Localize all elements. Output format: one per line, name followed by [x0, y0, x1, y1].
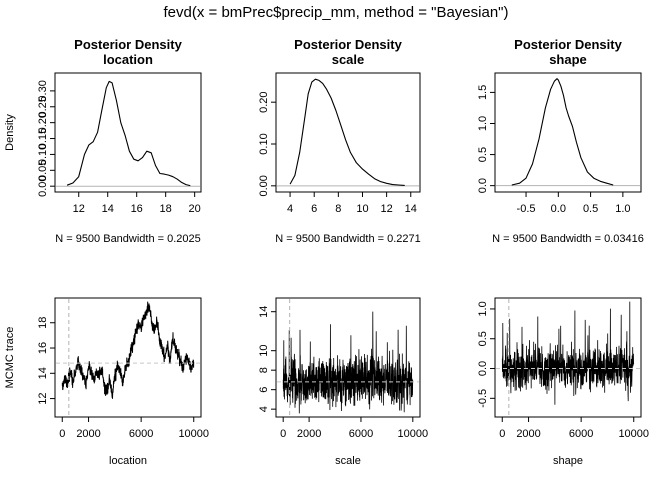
y-tick-label: 0.05 — [37, 160, 49, 181]
figure-title: fevd(x = bmPrec$precip_mm, method = "Bay… — [164, 4, 509, 21]
panel-title: Posterior Density — [294, 37, 402, 52]
panel-subtitle: location — [103, 52, 153, 67]
x-tick-label: 6 — [311, 203, 317, 215]
y-tick-label: 0.20 — [258, 91, 270, 112]
y-tick-label: 1.0 — [477, 116, 489, 131]
x-tick-label: 2000 — [297, 428, 321, 440]
panel-frame — [54, 72, 202, 193]
x-tick-label: 14 — [405, 203, 417, 215]
x-tick-label: 20 — [189, 203, 201, 215]
y-tick-label: 0.10 — [258, 133, 270, 154]
x-tick-label: 0.5 — [583, 203, 598, 215]
y-tick-label: 6 — [258, 387, 270, 393]
y-tick-label: 8 — [258, 367, 270, 373]
x-tick-label: 6000 — [349, 428, 373, 440]
y-tick-label: 4 — [258, 406, 270, 412]
panel-subtitle: shape — [549, 52, 587, 67]
x-tick-label: 10 — [356, 203, 368, 215]
y-tick-label: 0.15 — [37, 128, 49, 149]
y-axis-label: MCMC trace — [4, 327, 16, 389]
y-tick-label: 0.10 — [37, 144, 49, 165]
y-tick-label: 12 — [37, 392, 49, 404]
y-tick-label: 16 — [37, 342, 49, 354]
y-tick-label: 0.5 — [477, 331, 489, 346]
y-tick-label: 1.0 — [477, 301, 489, 316]
y-tick-label: 0.30 — [37, 80, 49, 101]
panel-frame — [494, 72, 642, 193]
x-axis-label: N = 9500 Bandwidth = 0.03416 — [492, 233, 644, 245]
y-tick-label: 0.0 — [477, 178, 489, 193]
y-tick-label: 10 — [258, 345, 270, 357]
density-curve — [289, 78, 405, 186]
x-tick-label: 18 — [160, 203, 172, 215]
x-tick-label: 8 — [335, 203, 341, 215]
panel-title: Posterior Density — [74, 37, 182, 52]
y-tick-label: -0.5 — [477, 389, 489, 408]
y-tick-label: 0.00 — [258, 175, 270, 196]
x-tick-label: 0 — [280, 428, 286, 440]
y-tick-label: 0.00 — [37, 175, 49, 196]
trace-line — [61, 301, 195, 399]
x-tick-label: 6000 — [569, 428, 593, 440]
x-tick-label: 12 — [380, 203, 392, 215]
y-axis-label: Density — [4, 114, 16, 151]
x-tick-label: 2000 — [516, 428, 540, 440]
panel-subtitle: scale — [332, 52, 365, 67]
density-curve — [66, 80, 191, 187]
x-axis-label: N = 9500 Bandwidth = 0.2025 — [55, 233, 201, 245]
x-axis-label: scale — [335, 455, 361, 467]
y-tick-label: 0.25 — [37, 96, 49, 117]
panel-frame — [275, 72, 421, 193]
x-tick-label: 0 — [59, 428, 65, 440]
x-tick-label: 1.0 — [615, 203, 630, 215]
trace-line — [282, 311, 414, 414]
y-tick-label: 18 — [37, 317, 49, 329]
x-tick-label: 14 — [102, 203, 114, 215]
y-tick-label: 14 — [37, 367, 49, 379]
x-tick-label: 4 — [287, 203, 293, 215]
x-tick-label: 10000 — [618, 428, 649, 440]
x-tick-label: 10000 — [178, 428, 209, 440]
x-axis-label: N = 9500 Bandwidth = 0.2271 — [275, 233, 421, 245]
trace-line — [501, 301, 635, 405]
x-tick-label: 0.0 — [551, 203, 566, 215]
x-tick-label: 0 — [499, 428, 505, 440]
y-tick-label: 14 — [258, 306, 270, 318]
x-tick-label: 16 — [131, 203, 143, 215]
y-tick-label: 1.5 — [477, 85, 489, 100]
x-tick-label: 10000 — [398, 428, 429, 440]
y-tick-label: 0.5 — [477, 147, 489, 162]
y-tick-label: 0.0 — [477, 361, 489, 376]
density-curve — [511, 78, 614, 186]
panel-title: Posterior Density — [514, 37, 622, 52]
x-tick-label: 2000 — [76, 428, 100, 440]
x-axis-label: shape — [553, 455, 583, 467]
x-tick-label: 12 — [73, 203, 85, 215]
x-tick-label: -0.5 — [517, 203, 536, 215]
x-tick-label: 6000 — [129, 428, 153, 440]
y-tick-label: 0.20 — [37, 112, 49, 133]
x-axis-label: location — [109, 455, 147, 467]
